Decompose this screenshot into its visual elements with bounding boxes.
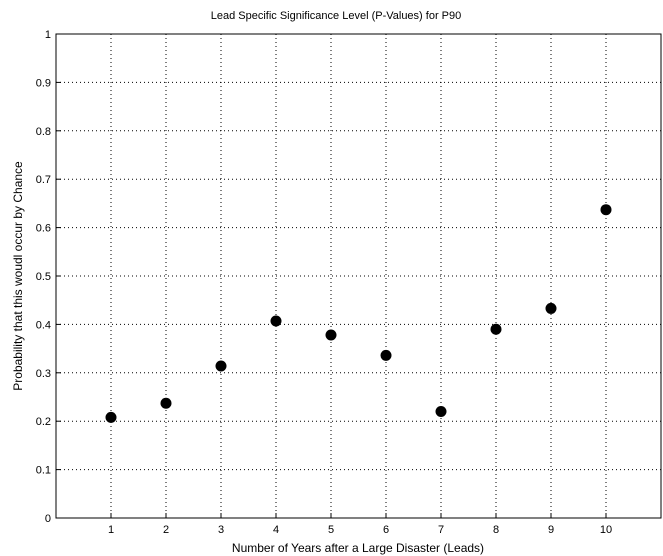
x-tick-label: 4 (273, 524, 279, 536)
y-tick-label: 0.9 (36, 77, 51, 89)
x-axis-label: Number of Years after a Large Disaster (… (232, 541, 484, 555)
y-tick-label: 0.3 (36, 368, 51, 380)
data-point (545, 302, 557, 314)
data-point (600, 204, 612, 216)
data-point (105, 411, 117, 423)
axes: 1 2 3 4 5 6 7 8 9 10 0 0.1 0.2 0.3 0.4 0.5 0.6 0.7 0.8 0.9 1 (36, 29, 612, 536)
x-tick-label: 7 (438, 524, 444, 536)
data-point (490, 323, 502, 335)
y-axis-label: Probability that this woudl occur by Cha… (11, 161, 25, 391)
chart-title: Lead Specific Significance Level (P-Valu… (211, 10, 462, 22)
x-tick-label: 1 (108, 524, 114, 536)
data-point (160, 397, 172, 409)
data-point (215, 360, 227, 372)
y-tick-label: 0 (45, 513, 51, 525)
x-tick-label: 8 (493, 524, 499, 536)
data-point (270, 315, 282, 327)
y-tick-label: 0.8 (36, 126, 51, 138)
x-tick-label: 9 (548, 524, 554, 536)
x-tick-label: 2 (163, 524, 169, 536)
x-tick-label: 6 (383, 524, 389, 536)
data-points (105, 204, 612, 423)
data-point (325, 329, 337, 341)
x-tick-label: 3 (218, 524, 224, 536)
data-point (435, 406, 447, 418)
grid (56, 34, 661, 518)
y-tick-label: 0.4 (36, 319, 51, 331)
y-tick-label: 0.2 (36, 416, 51, 428)
y-tick-label: 0.5 (36, 271, 51, 283)
y-tick-label: 0.7 (36, 174, 51, 186)
y-tick-label: 0.1 (36, 465, 51, 477)
y-tick-label: 0.6 (36, 223, 51, 235)
y-tick-label: 1 (45, 29, 51, 41)
data-point (380, 349, 392, 361)
x-tick-label: 5 (328, 524, 334, 536)
x-tick-label: 10 (600, 524, 612, 536)
